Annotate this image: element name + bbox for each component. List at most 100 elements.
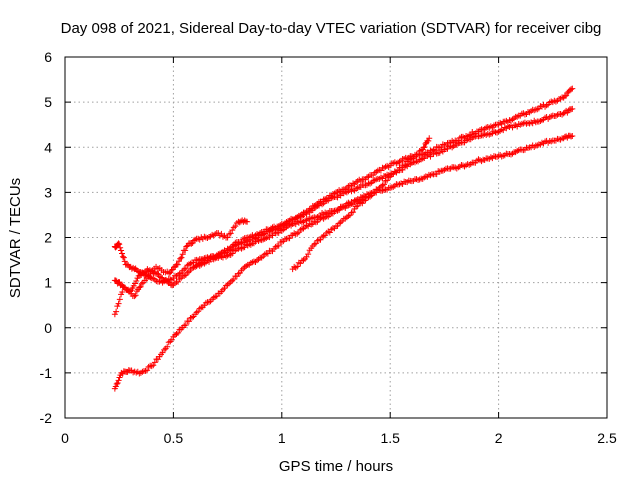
track-3-point [176, 275, 183, 282]
track-5-point [416, 148, 423, 155]
track-4-point [224, 234, 231, 241]
track-1-point [569, 132, 576, 139]
track-1-point [548, 138, 555, 145]
track-2-point [119, 253, 126, 260]
track-5-point [350, 209, 357, 216]
track-4-point [116, 296, 123, 303]
track-4-point [232, 223, 239, 230]
track-4-point [119, 289, 126, 296]
track-5-point [420, 144, 427, 151]
track-2-point [563, 92, 570, 99]
track-5-point [345, 212, 352, 219]
track-1-point [173, 331, 180, 338]
track-4-point [227, 230, 234, 237]
track-1-point [185, 318, 192, 325]
track-2-point [569, 85, 576, 92]
grid [65, 57, 607, 418]
track-5-point [425, 137, 432, 144]
track-2-point [120, 254, 127, 261]
track-1-point [233, 273, 240, 280]
track-3-point [537, 117, 544, 124]
track-1-point [213, 293, 220, 300]
track-1-point [144, 367, 151, 374]
track-5-point [421, 143, 428, 150]
track-1-point [433, 171, 440, 178]
track-4-point [229, 227, 236, 234]
x-tick-label: 1.5 [380, 430, 400, 446]
track-1-point [161, 346, 168, 353]
track-4-point [183, 243, 190, 250]
track-2-point [552, 98, 559, 105]
track-4-point [136, 284, 143, 291]
track-3-point [175, 278, 182, 285]
track-6-point [238, 245, 245, 252]
y-tick-label: 3 [44, 184, 52, 200]
y-tick-label: 6 [44, 49, 52, 65]
track-1-point [236, 269, 243, 276]
track-3-point [486, 131, 493, 138]
track-1-point [148, 363, 155, 370]
track-5-point [312, 240, 319, 247]
track-4-point [202, 234, 209, 241]
track-4-point [137, 283, 144, 290]
track-2-point [117, 244, 124, 251]
track-3-point [532, 119, 539, 126]
track-5-point [305, 251, 312, 258]
track-5-point [415, 151, 422, 158]
y-tick-label: 5 [44, 94, 52, 110]
track-1-point [206, 299, 213, 306]
track-2-point [568, 86, 575, 93]
track-5-point [402, 161, 409, 168]
track-1-point [114, 379, 121, 386]
track-3-point [450, 143, 457, 150]
track-1-point [427, 172, 434, 179]
track-4-point [244, 218, 251, 225]
x-tick-label: 0.5 [164, 430, 184, 446]
y-tick-label: 0 [44, 320, 52, 336]
track-4-point [233, 220, 240, 227]
track-2-point [187, 260, 194, 267]
track-1-point [229, 277, 236, 284]
track-1-point [415, 177, 422, 184]
track-1-point [275, 242, 282, 249]
y-tick-label: 4 [44, 139, 52, 155]
track-5-point [381, 181, 388, 188]
track-1-point [188, 314, 195, 321]
track-1-point [447, 165, 454, 172]
track-4-point [219, 233, 226, 240]
x-tick-label: 2 [495, 430, 503, 446]
track-2-point [184, 262, 191, 269]
track-4-point [138, 280, 145, 287]
track-5-point [292, 264, 299, 271]
track-1-point [557, 136, 564, 143]
track-1-point [278, 239, 285, 246]
track-5-point [422, 140, 429, 147]
track-2-point [487, 123, 494, 130]
track-5-point [426, 135, 433, 142]
track-6-point [246, 241, 253, 248]
y-tick-label: 1 [44, 275, 52, 291]
track-4-point [179, 251, 186, 258]
x-tick-label: 2.5 [597, 430, 617, 446]
y-tick-label: -1 [40, 365, 53, 381]
track-4-point [166, 270, 173, 277]
track-1-point [113, 380, 120, 387]
track-4-point [111, 311, 118, 318]
track-5-point [368, 192, 375, 199]
track-2-point [116, 241, 123, 248]
y-axis-label: SDTVAR / TECUs [7, 178, 24, 298]
track-4-point [230, 224, 237, 231]
track-1-point [221, 285, 228, 292]
y-tick-label: 2 [44, 230, 52, 246]
data-points [111, 85, 576, 392]
track-3-point [154, 270, 161, 277]
track-1-point [243, 262, 250, 269]
track-4-point [132, 292, 139, 299]
track-1-point [240, 265, 247, 272]
track-4-point [114, 303, 121, 310]
y-tick-label: -2 [40, 410, 53, 426]
track-4-point [147, 270, 154, 277]
track-5-point [294, 263, 301, 270]
track-2-point [561, 93, 568, 100]
track-4-point [177, 255, 184, 262]
